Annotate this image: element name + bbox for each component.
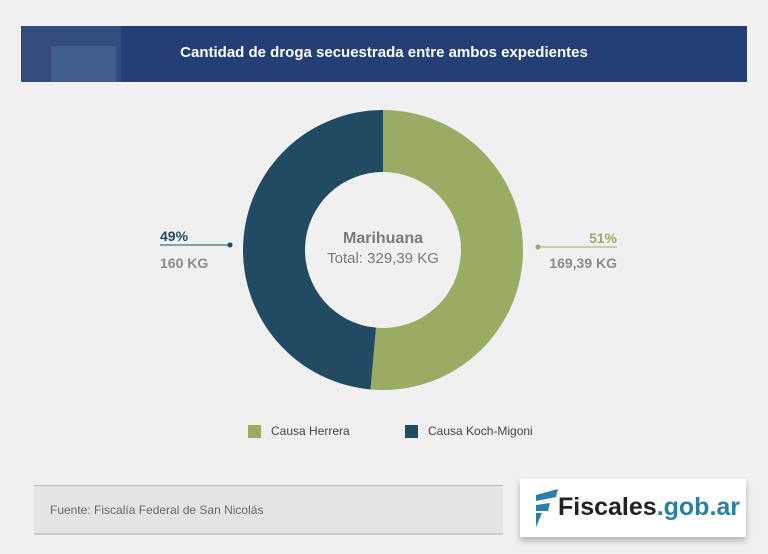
fiscales-logo: Fiscales.gob.ar <box>520 479 746 537</box>
legend-swatch <box>405 424 418 438</box>
source-box: Fuente: Fiscalía Federal de San Nicolás <box>34 485 503 535</box>
leader-dot-koch <box>227 242 233 248</box>
source-text: Fuente: Fiscalía Federal de San Nicolás <box>50 503 264 517</box>
legend-label: Causa Herrera <box>271 424 350 438</box>
center-subtitle: Total: 329,39 KG <box>327 250 439 267</box>
legend-item-herrera: Causa Herrera <box>248 424 350 438</box>
chart-title: Cantidad de droga secuestrada entre ambo… <box>180 44 588 61</box>
logo-text: Fiscales <box>558 493 657 521</box>
donut-slice-koch-migoni <box>243 110 383 390</box>
legend-swatch <box>248 424 261 438</box>
percent-label-herrera: 51% <box>588 230 617 246</box>
logo-suffix: .gob.ar <box>656 493 741 521</box>
leader-dot-herrera <box>535 244 541 250</box>
value-label-herrera: 169,39 KG <box>549 255 617 271</box>
header-decoration <box>51 46 116 82</box>
chart-header: Cantidad de droga secuestrada entre ambo… <box>21 26 747 82</box>
logo-mark-icon <box>536 489 558 527</box>
center-title: Marihuana <box>342 230 423 247</box>
donut-slice-herrera <box>370 110 524 391</box>
value-label-koch: 160 KG <box>160 255 209 271</box>
legend-item-koch: Causa Koch-Migoni <box>405 424 533 438</box>
header-decoration <box>21 26 121 82</box>
percent-label-koch: 49% <box>160 228 189 244</box>
legend-label: Causa Koch-Migoni <box>428 424 533 438</box>
